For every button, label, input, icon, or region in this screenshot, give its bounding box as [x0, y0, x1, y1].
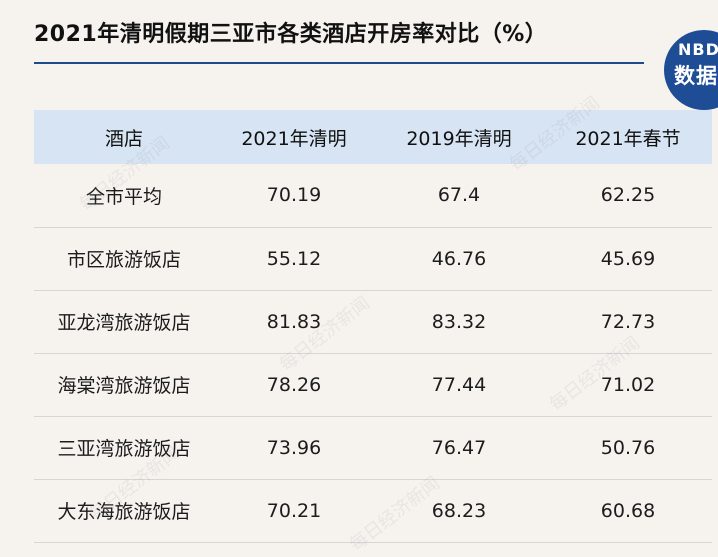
- rate-2019-qingming: 77.44: [431, 373, 487, 396]
- hotel-name: 海棠湾旅游饭店: [57, 375, 191, 397]
- table-row: 大东海旅游饭店 70.21 68.23 60.68: [34, 479, 712, 542]
- rate-2021-qingming: 73.96: [266, 436, 322, 459]
- rate-2019-qingming: 46.76: [431, 247, 487, 270]
- hotel-name: 三亚湾旅游饭店: [57, 438, 191, 460]
- header-hotel: 酒店: [104, 127, 143, 150]
- rate-2021-spring-festival: 72.73: [600, 310, 656, 333]
- hotel-occupancy-table: 酒店 2021年清明 2019年清明 2021年春节 全市平均 70.19 67…: [34, 110, 712, 543]
- page-title: 2021年清明假期三亚市各类酒店开房率对比（%）: [34, 22, 548, 47]
- nbd-data-logo: NBD 数据: [664, 30, 718, 110]
- hotel-name: 全市平均: [85, 185, 162, 208]
- logo-top-text: NBD: [678, 40, 718, 59]
- table-row: 海棠湾旅游饭店 78.26 77.44 71.02: [34, 353, 712, 416]
- rate-2019-qingming: 76.47: [431, 436, 487, 459]
- rate-2021-qingming: 55.12: [266, 247, 322, 270]
- rate-2021-spring-festival: 60.68: [600, 499, 656, 522]
- rate-2021-spring-festival: 62.25: [600, 184, 656, 207]
- table-header-row: 酒店 2021年清明 2019年清明 2021年春节: [34, 110, 712, 164]
- table-row: 全市平均 70.19 67.4 62.25: [34, 164, 712, 227]
- header-2021-qingming: 2021年清明: [241, 127, 347, 150]
- hotel-name: 大东海旅游饭店: [57, 501, 191, 523]
- rate-2019-qingming: 83.32: [431, 310, 487, 333]
- rate-2021-spring-festival: 71.02: [600, 373, 656, 396]
- rate-2021-qingming: 70.19: [266, 184, 322, 207]
- hotel-name: 市区旅游饭店: [66, 249, 181, 271]
- table-row: 市区旅游饭店 55.12 46.76 45.69: [34, 227, 712, 290]
- table-row: 三亚湾旅游饭店 73.96 76.47 50.76: [34, 416, 712, 479]
- rate-2021-spring-festival: 50.76: [600, 436, 656, 459]
- title-underline: [34, 62, 644, 64]
- rate-2021-qingming: 70.21: [266, 499, 322, 522]
- rate-2019-qingming: 67.4: [437, 184, 481, 207]
- rate-2021-qingming: 78.26: [266, 373, 322, 396]
- header-2021-spring-festival: 2021年春节: [575, 127, 681, 150]
- header-2019-qingming: 2019年清明: [406, 127, 512, 150]
- rate-2019-qingming: 68.23: [431, 499, 487, 522]
- table-row: 亚龙湾旅游饭店 81.83 83.32 72.73: [34, 290, 712, 353]
- rate-2021-qingming: 81.83: [266, 310, 322, 333]
- hotel-name: 亚龙湾旅游饭店: [57, 312, 191, 334]
- rate-2021-spring-festival: 45.69: [600, 247, 656, 270]
- logo-bottom-text: 数据: [674, 64, 718, 88]
